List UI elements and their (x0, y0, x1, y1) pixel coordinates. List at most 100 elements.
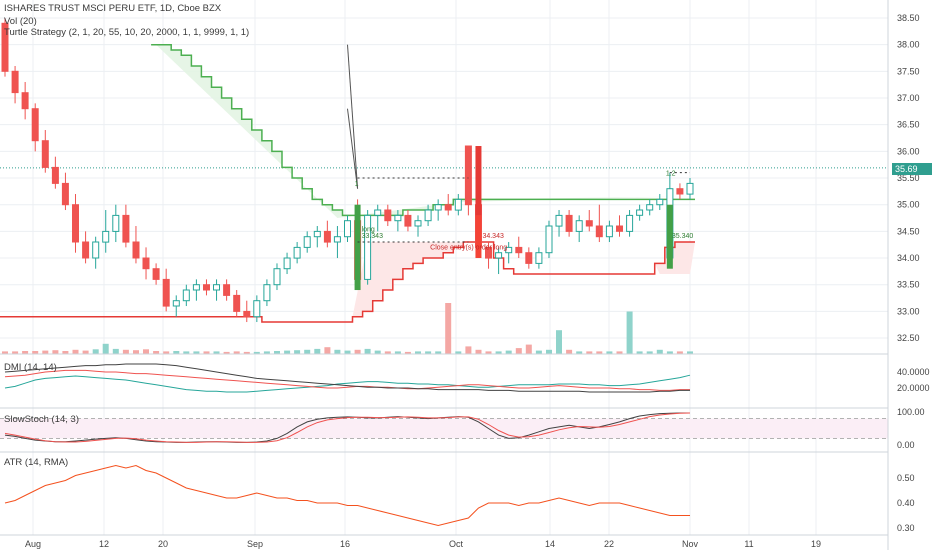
candle[interactable] (404, 210, 412, 232)
candle[interactable] (182, 284, 190, 307)
candle[interactable] (1, 18, 9, 77)
candle[interactable] (102, 210, 110, 253)
candle[interactable] (293, 242, 301, 264)
volume-bar (324, 347, 331, 354)
candle-body (293, 246, 301, 259)
candle[interactable] (464, 145, 472, 216)
price-tick-label: 35.00 (897, 200, 920, 210)
candle-body (676, 188, 684, 195)
candle[interactable] (434, 199, 442, 221)
stoch-pane[interactable]: 100.00 0.00 (0, 407, 925, 450)
candle[interactable] (61, 172, 69, 211)
volume-bar (2, 351, 8, 354)
candle[interactable] (192, 279, 200, 301)
candlesticks[interactable] (1, 18, 694, 323)
candle[interactable] (303, 231, 311, 253)
candle[interactable] (626, 210, 634, 237)
price-tick-label: 37.50 (897, 66, 920, 76)
volume-bar (505, 350, 512, 354)
candle-body (646, 204, 654, 211)
candle[interactable] (162, 268, 170, 312)
candle[interactable] (515, 236, 523, 259)
candle[interactable] (505, 242, 513, 264)
candle[interactable] (112, 204, 120, 243)
candle-body (182, 289, 190, 302)
candle[interactable] (31, 103, 39, 152)
candle[interactable] (72, 194, 79, 253)
candle[interactable] (525, 247, 533, 269)
candle[interactable] (82, 231, 90, 264)
volume-bar (62, 351, 69, 354)
time-tick-label: 20 (158, 539, 168, 549)
candle[interactable] (565, 210, 573, 237)
candle[interactable] (545, 220, 553, 259)
candle[interactable] (172, 295, 180, 317)
candle[interactable] (333, 226, 341, 259)
candle[interactable] (495, 247, 503, 275)
candle[interactable] (676, 183, 684, 200)
candle[interactable] (636, 204, 644, 221)
candle-body (142, 257, 150, 270)
candle[interactable] (575, 215, 583, 243)
candle[interactable] (223, 279, 231, 301)
volume-bar (52, 350, 59, 354)
candle-body (565, 214, 573, 232)
candle[interactable] (424, 204, 432, 227)
candle[interactable] (92, 236, 100, 269)
long-entry-bar (354, 204, 361, 291)
candle[interactable] (41, 130, 49, 173)
candle[interactable] (243, 300, 251, 323)
candle[interactable] (605, 220, 613, 243)
candle-body (454, 198, 462, 211)
candle[interactable] (344, 215, 351, 243)
candle[interactable] (132, 226, 140, 264)
candle[interactable] (686, 178, 694, 200)
candle[interactable] (253, 295, 261, 323)
candle[interactable] (555, 210, 563, 237)
volume-bar (193, 351, 200, 354)
volume-bar (72, 349, 79, 355)
volume-bar (515, 348, 522, 354)
volume-legend: Vol (20) (4, 16, 37, 27)
dmi-pane[interactable]: 40.0000 20.0000 (4, 363, 930, 393)
pointer-line (347, 108, 359, 189)
candle[interactable] (595, 204, 603, 243)
candle[interactable] (142, 247, 150, 280)
volume-bar (213, 351, 220, 354)
candle[interactable] (414, 215, 422, 237)
candle[interactable] (364, 210, 372, 285)
candle[interactable] (313, 226, 321, 248)
candle[interactable] (323, 220, 331, 248)
candle[interactable] (444, 194, 452, 216)
candle[interactable] (263, 279, 271, 307)
candle[interactable] (152, 263, 160, 285)
candle[interactable] (656, 194, 664, 211)
candle[interactable] (616, 215, 623, 237)
candle[interactable] (51, 156, 59, 189)
atr-pane[interactable]: 0.50 0.40 0.30 (4, 464, 915, 534)
candle-body (464, 145, 472, 206)
candle[interactable] (122, 204, 130, 248)
candle[interactable] (283, 252, 291, 275)
volume-bar (284, 350, 291, 354)
candle[interactable] (384, 204, 392, 227)
candle[interactable] (273, 263, 281, 291)
candle[interactable] (454, 194, 462, 216)
candle[interactable] (535, 247, 543, 269)
candle[interactable] (233, 290, 241, 317)
candle[interactable] (646, 199, 654, 216)
candle[interactable] (485, 242, 492, 269)
volume-bar (374, 350, 381, 354)
candle[interactable] (213, 279, 220, 301)
candle[interactable] (585, 210, 593, 232)
time-tick-label: Nov (682, 539, 699, 549)
candle[interactable] (394, 210, 402, 232)
candle-body (82, 241, 90, 259)
candle[interactable] (11, 66, 19, 104)
candle[interactable] (21, 82, 29, 120)
candle[interactable] (374, 204, 382, 232)
candle[interactable] (203, 279, 210, 296)
